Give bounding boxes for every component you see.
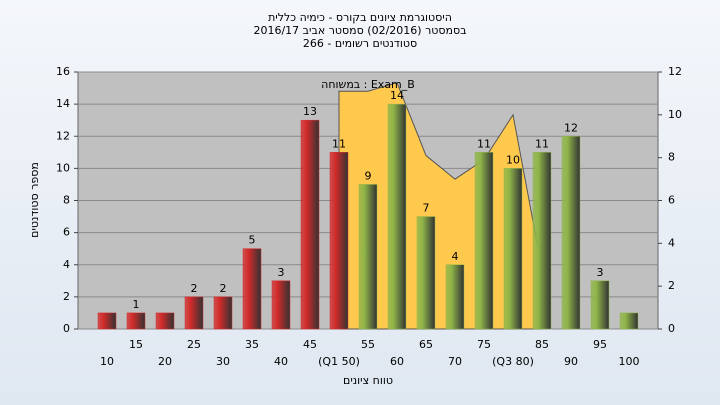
data-label: 11 [535, 137, 549, 150]
bar [416, 216, 436, 330]
x-tick-label: 70 [448, 355, 462, 368]
bar [242, 248, 262, 330]
chart-subtitle: סטודנטים רשומים - 266 [303, 37, 417, 50]
legend-label: במשוחה : Exam_B [321, 78, 415, 91]
bar [300, 119, 320, 330]
x-tick-label: 30 [216, 355, 230, 368]
y-tick-label: 2 [63, 290, 70, 303]
y2-tick-label: 2 [668, 279, 675, 292]
x-tick-label: 100 [619, 355, 640, 368]
x-tick-label: 20 [158, 355, 172, 368]
data-label: 9 [365, 169, 372, 182]
x-tick-label: 65 [419, 338, 433, 351]
data-label: 4 [452, 250, 459, 263]
x-tick-label: 40 [274, 355, 288, 368]
bar [474, 152, 494, 330]
x-tick-label: 45 [303, 338, 317, 351]
data-label: 5 [249, 234, 256, 247]
y-tick-label: 14 [56, 97, 70, 110]
y2-tick-label: 10 [668, 108, 682, 121]
bar [561, 136, 581, 330]
bar [387, 103, 407, 330]
y2-tick-label: 12 [668, 65, 682, 78]
data-label: 11 [477, 137, 491, 150]
bar [271, 280, 291, 330]
y2-tick-label: 6 [668, 194, 675, 207]
data-label: 2 [220, 282, 227, 295]
data-label: 12 [564, 121, 578, 134]
data-label: 7 [423, 202, 430, 215]
bar [358, 184, 378, 330]
y-tick-label: 8 [63, 194, 70, 207]
data-label: 13 [303, 105, 317, 118]
x-tick-label: 60 [390, 355, 404, 368]
bar [619, 312, 639, 330]
data-label: 14 [390, 89, 404, 102]
x-tick-label: 85 [535, 338, 549, 351]
y-tick-label: 0 [63, 322, 70, 335]
bar [329, 152, 349, 330]
bar [590, 280, 610, 330]
bar [126, 312, 146, 330]
bar [184, 296, 204, 330]
x-axis-title: טווח ציונים [343, 374, 393, 387]
x-tick-label: 10 [100, 355, 114, 368]
y-tick-label: 10 [56, 161, 70, 174]
y2-tick-label: 4 [668, 236, 675, 249]
y-tick-label: 6 [63, 226, 70, 239]
bar [532, 152, 552, 330]
y2-tick-label: 0 [668, 322, 675, 335]
y-axis-title: מספר סטודנטים [28, 162, 41, 238]
x-tick-label: 75 [477, 338, 491, 351]
x-tick-label: (Q3 80) [492, 355, 534, 368]
x-tick-label: 90 [564, 355, 578, 368]
data-label: 2 [191, 282, 198, 295]
y2-tick-label: 8 [668, 151, 675, 164]
bar [155, 312, 175, 330]
data-label: 10 [506, 153, 520, 166]
bar [503, 168, 523, 330]
data-label: 3 [278, 266, 285, 279]
x-tick-label: 95 [593, 338, 607, 351]
bar [213, 296, 233, 330]
bar [445, 264, 465, 330]
x-tick-label: 55 [361, 338, 375, 351]
x-tick-label: 15 [129, 338, 143, 351]
data-label: 1 [133, 298, 140, 311]
data-label: 11 [332, 137, 346, 150]
bar [97, 312, 117, 330]
y-tick-label: 16 [56, 65, 70, 78]
chart-subtitle: בסמסטר (02/2016) סמסטר אביב 2016/17 [253, 24, 466, 37]
x-tick-label: 25 [187, 338, 201, 351]
data-label: 3 [597, 266, 604, 279]
x-tick-label: 35 [245, 338, 259, 351]
x-tick-label: (Q1 50) [318, 355, 360, 368]
y-tick-label: 12 [56, 129, 70, 142]
y-tick-label: 4 [63, 258, 70, 271]
chart-title: היסטוגרמת ציונים בקורס - כימיה כללית [268, 11, 452, 24]
